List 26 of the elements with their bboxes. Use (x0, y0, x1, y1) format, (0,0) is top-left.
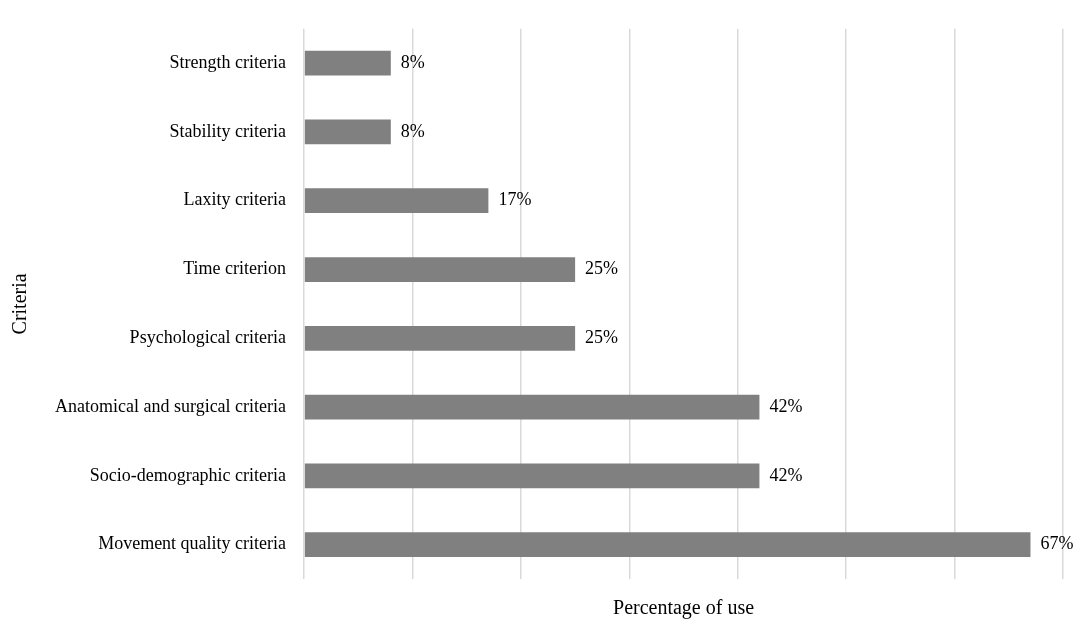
bar (304, 257, 576, 282)
y-tick-label: Socio-demographic criteria (89, 464, 287, 485)
bar (304, 394, 760, 420)
y-tick-label: Time criterion (183, 258, 287, 279)
y-tick-label: Psychological criteria (129, 327, 287, 348)
data-label: 67% (1040, 533, 1074, 554)
bar (304, 325, 576, 351)
y-tick-label: Movement quality criteria (98, 533, 287, 554)
data-label: 42% (769, 464, 803, 485)
y-axis-title: Criteria (8, 273, 31, 335)
bar (304, 463, 760, 489)
bar (304, 188, 489, 214)
y-tick-label: Anatomical and surgical criteria (55, 395, 287, 416)
data-label: 25% (585, 258, 619, 279)
bar (304, 532, 1031, 557)
data-label: 8% (400, 51, 425, 72)
data-label: 17% (498, 189, 532, 210)
data-label: 25% (585, 327, 619, 348)
y-tick-label: Strength criteria (169, 51, 287, 72)
data-label: 42% (769, 395, 803, 416)
x-axis-title: Percentage of use (613, 596, 755, 620)
y-tick-label: Stability criteria (169, 120, 287, 141)
y-tick-label: Laxity criteria (183, 189, 287, 210)
bar (304, 50, 391, 76)
data-label: 8% (400, 120, 425, 141)
bar (304, 119, 391, 145)
